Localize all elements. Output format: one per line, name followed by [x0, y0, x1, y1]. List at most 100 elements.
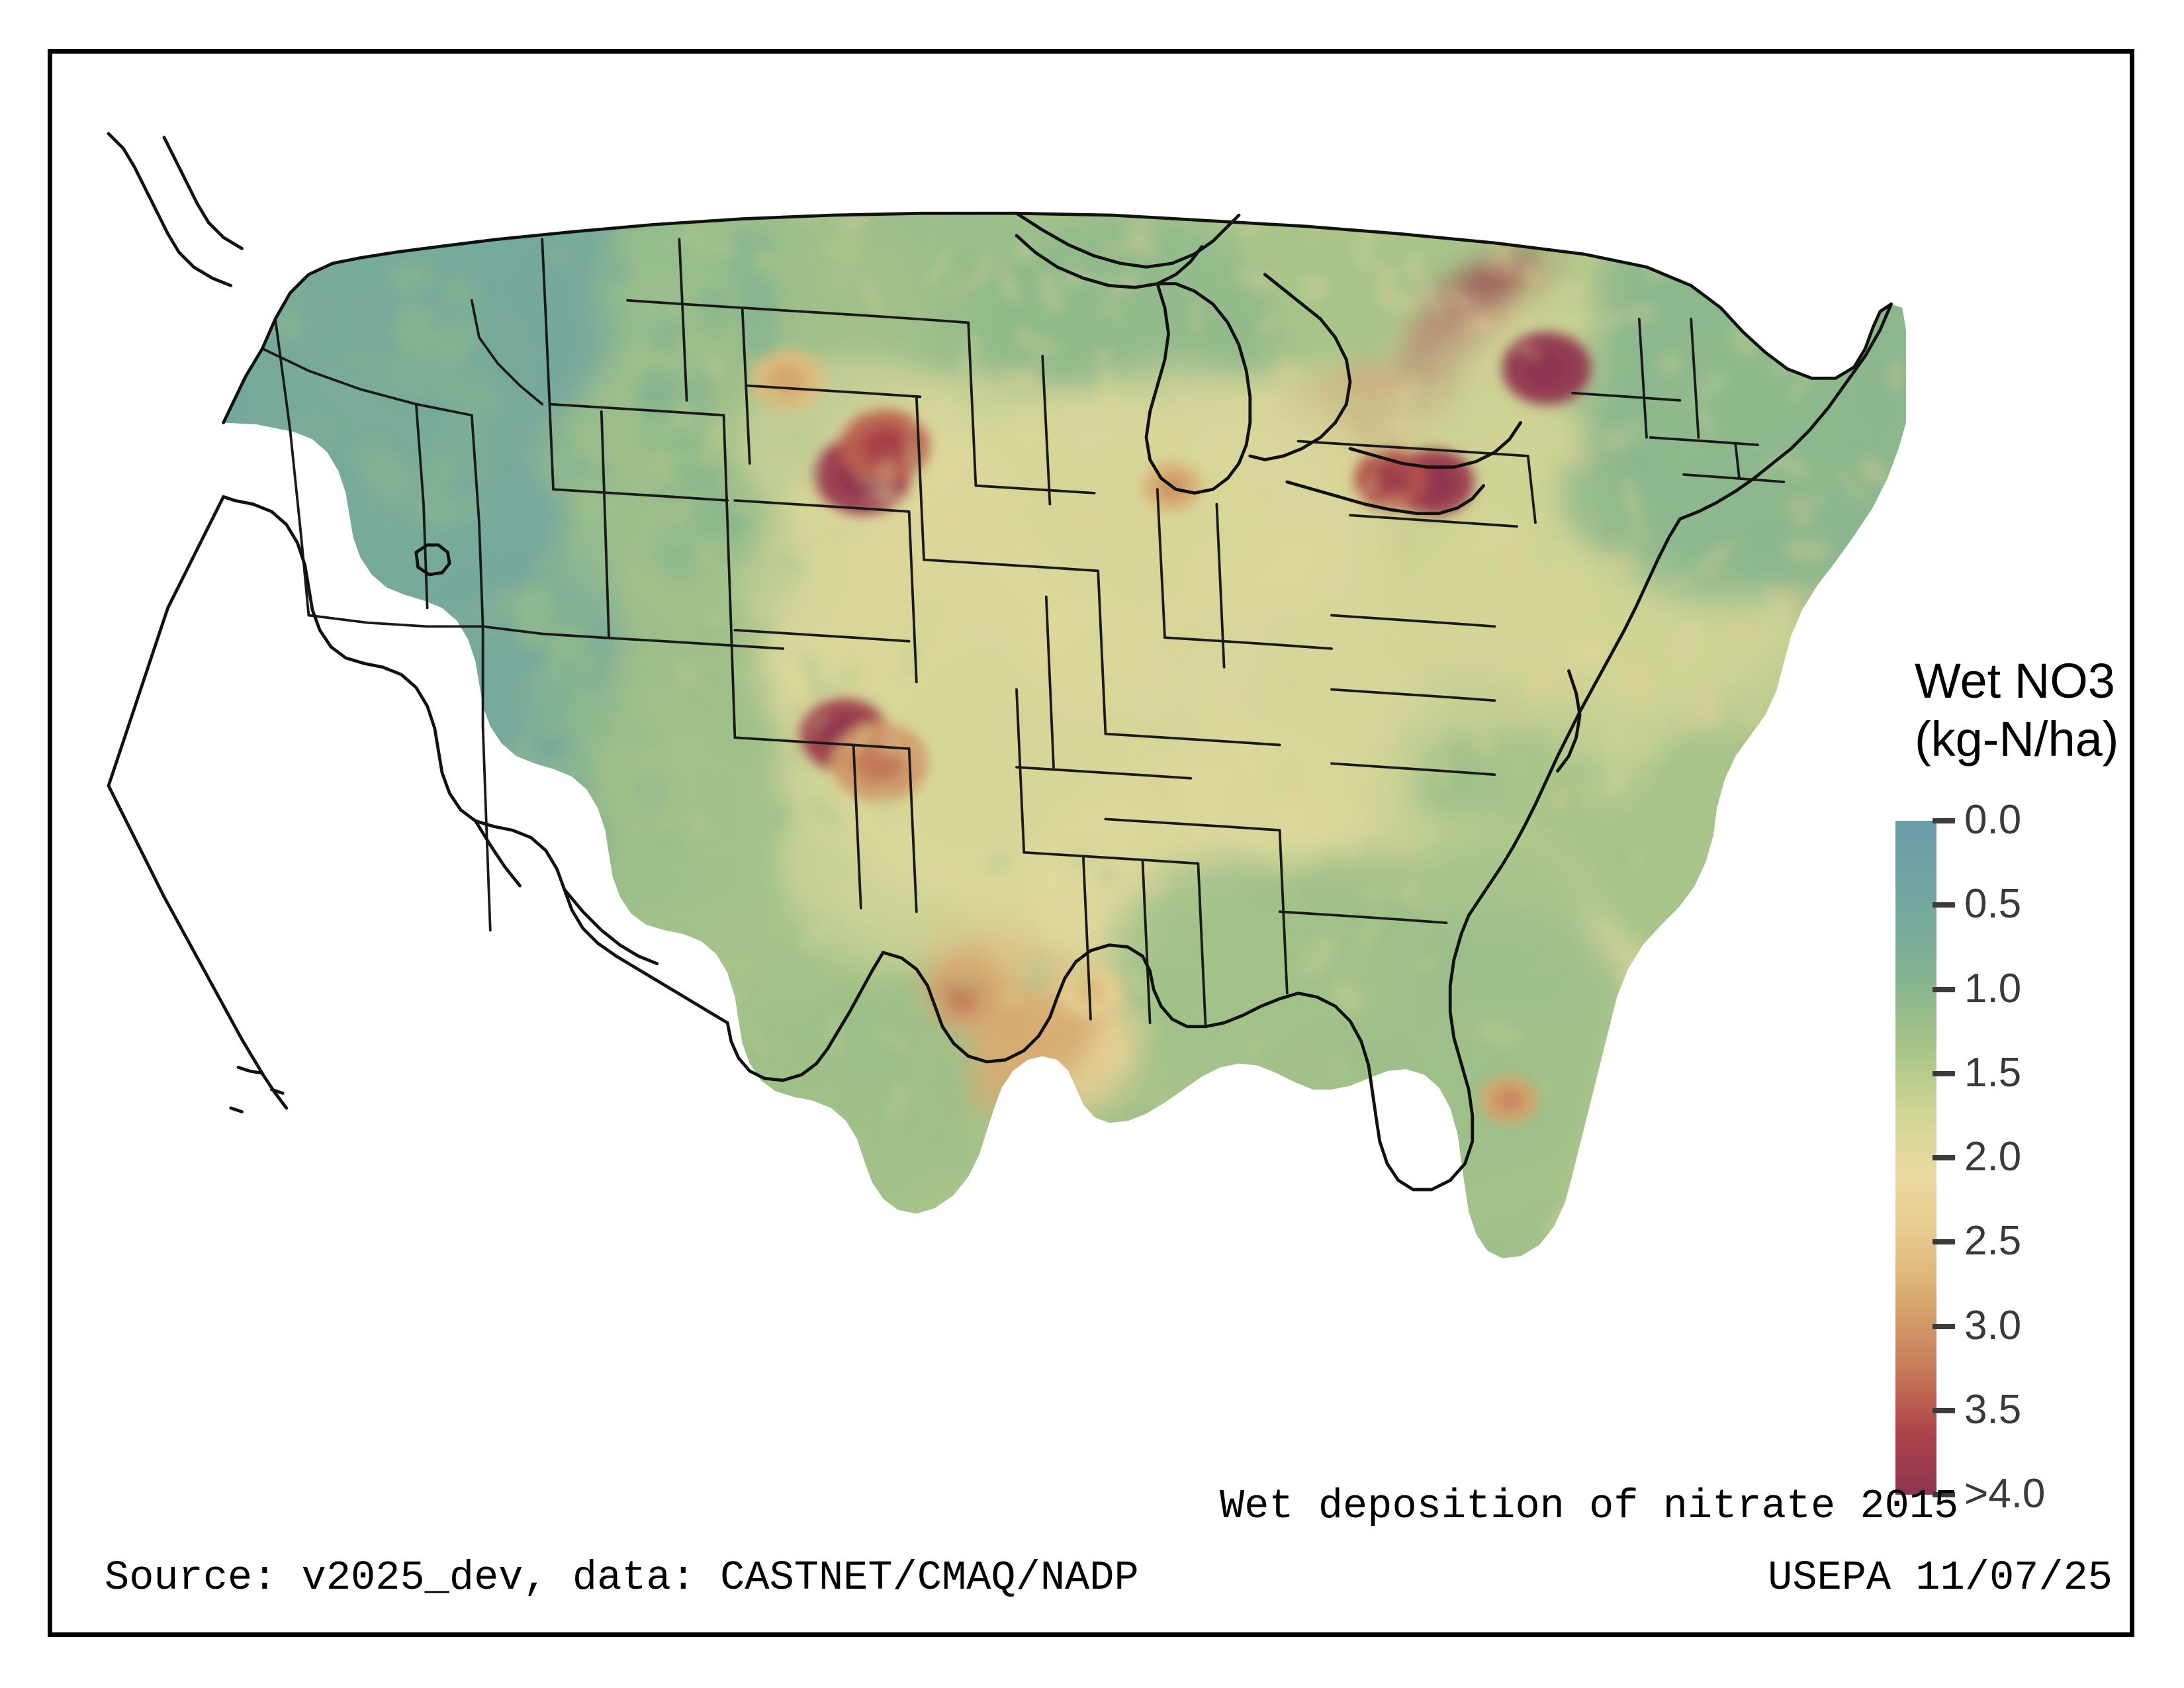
deposition-cell — [1345, 485, 1365, 512]
deposition-cell — [1179, 829, 1216, 855]
deposition-cell — [705, 781, 729, 817]
coastline — [1556, 669, 1582, 773]
deposition-cell — [1068, 846, 1094, 872]
state-border-line — [678, 238, 688, 402]
deposition-cell — [832, 1011, 870, 1039]
deposition-cell — [1234, 267, 1263, 290]
coastline — [414, 543, 451, 577]
deposition-cell — [1548, 785, 1574, 805]
deposition-cell — [707, 417, 728, 448]
deposition-cell — [671, 457, 706, 491]
deposition-cell — [1038, 270, 1062, 315]
deposition-cell — [527, 356, 561, 373]
deposition-cell — [1625, 898, 1646, 936]
deposition-cell — [476, 589, 521, 630]
deposition-cell — [439, 314, 483, 350]
deposition-cell — [1331, 981, 1365, 1013]
coastline — [1248, 273, 1352, 461]
deposition-cell — [717, 514, 751, 541]
colorbar-tick-mark — [1933, 1323, 1955, 1329]
colorbar-gradient[interactable] — [1895, 821, 1936, 1495]
deposition-cell — [1245, 1035, 1261, 1064]
deposition-cell — [1494, 1087, 1525, 1113]
deposition-cell — [702, 264, 747, 279]
deposition-cell — [632, 768, 670, 814]
deposition-map — [53, 60, 1906, 1503]
deposition-cell — [1019, 957, 1065, 982]
deposition-cell — [1248, 873, 1290, 899]
deposition-cell — [999, 989, 1022, 1009]
deposition-cell — [1609, 838, 1623, 878]
ocean-mask — [53, 60, 1906, 1503]
deposition-cell — [963, 334, 981, 354]
deposition-cell — [1627, 847, 1646, 876]
deposition-cell — [1014, 240, 1037, 262]
deposition-cell — [1392, 837, 1411, 857]
coastline — [474, 819, 522, 888]
state-border-line — [1330, 688, 1496, 702]
deposition-cell — [1224, 778, 1244, 828]
state-border-line — [1197, 862, 1207, 1028]
deposition-cell — [1263, 764, 1295, 802]
deposition-cell — [712, 644, 722, 666]
state-border-line — [1330, 614, 1496, 628]
coastline — [162, 136, 244, 250]
deposition-cell — [942, 897, 960, 921]
source-note: Source: v2025_dev, data: CASTNET/CMAQ/NA… — [105, 1554, 1139, 1601]
deposition-cell — [1243, 240, 1267, 285]
coastline — [882, 943, 1300, 1064]
deposition-cell — [1672, 618, 1699, 669]
deposition-cell — [739, 279, 766, 298]
deposition-cell — [1183, 852, 1226, 870]
deposition-cell — [821, 236, 865, 259]
coastline — [1678, 303, 1893, 521]
state-border-line — [745, 384, 922, 399]
deposition-cell — [1367, 797, 1385, 835]
deposition-cell — [1365, 473, 1382, 494]
state-border-line — [1571, 391, 1682, 402]
deposition-cell — [1435, 755, 1452, 790]
deposition-cell — [1208, 743, 1222, 765]
state-border-line — [600, 410, 610, 639]
state-border-line — [974, 484, 1096, 494]
deposition-cell — [1081, 513, 1105, 537]
deposition-cell — [1087, 275, 1122, 287]
deposition-cell — [874, 635, 909, 670]
deposition-cell — [875, 787, 899, 823]
deposition-cell — [933, 704, 949, 724]
deposition-cell — [877, 526, 905, 560]
deposition-cell — [749, 678, 774, 698]
deposition-cell — [751, 616, 776, 641]
deposition-cell — [417, 453, 457, 504]
deposition-cell — [1474, 733, 1494, 753]
colorbar-tick-mark — [1933, 1155, 1955, 1160]
state-border-line — [1156, 488, 1166, 639]
deposition-cell — [960, 1106, 984, 1128]
deposition-cell — [526, 553, 573, 593]
deposition-cell — [421, 342, 463, 385]
state-border-line — [1682, 473, 1786, 483]
coastline — [222, 211, 1893, 424]
deposition-cell — [687, 366, 717, 409]
deposition-cell — [1028, 418, 1050, 445]
deposition-cell — [1277, 784, 1303, 833]
deposition-cell — [1600, 551, 1644, 575]
state-border-line — [852, 743, 862, 910]
state-border-line — [1041, 354, 1052, 506]
state-border-line — [261, 347, 473, 417]
deposition-cell — [1413, 519, 1617, 682]
deposition-cell — [615, 513, 648, 556]
deposition-cell — [1468, 1197, 1500, 1232]
coastline — [107, 495, 225, 788]
colorbar-tick-mark — [1933, 1070, 1955, 1076]
state-border-line — [1163, 636, 1333, 650]
colorbar-tick-mark — [1933, 986, 1955, 992]
deposition-cell — [1762, 582, 1797, 624]
deposition-cell — [644, 320, 691, 348]
state-border-line — [1104, 818, 1281, 832]
deposition-cell — [1727, 620, 1751, 639]
deposition-cell — [618, 305, 650, 342]
colorbar-tick-label: >4.0 — [1964, 1471, 2046, 1517]
deposition-cell — [566, 457, 591, 479]
state-border-line — [470, 299, 544, 406]
